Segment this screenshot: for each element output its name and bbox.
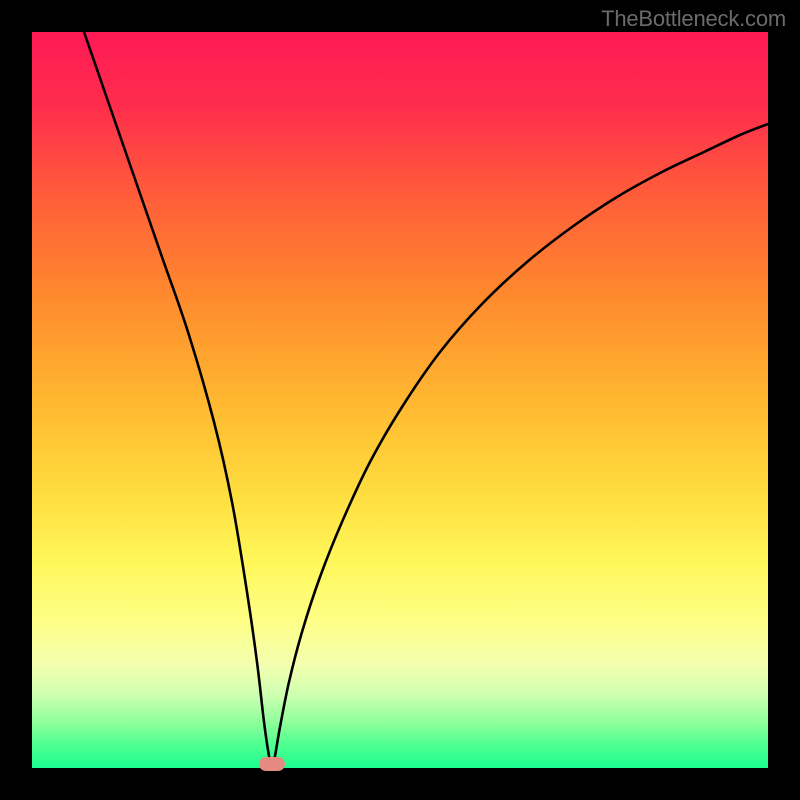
minimum-marker <box>259 757 285 771</box>
bottleneck-curve <box>32 32 768 768</box>
watermark-text: TheBottleneck.com <box>601 6 786 32</box>
plot-area <box>32 32 768 768</box>
